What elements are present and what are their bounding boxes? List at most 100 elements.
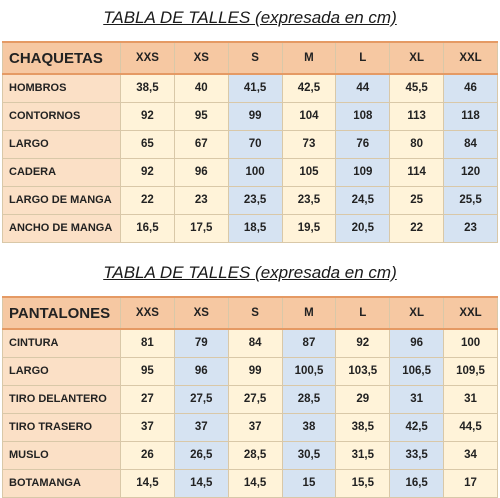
size-header: L: [335, 41, 391, 75]
row-label: LARGO: [2, 356, 121, 386]
table-cell: 81: [120, 328, 175, 358]
table-cell: 104: [281, 101, 337, 131]
table-row: CADERA 92 96 100 105 109 114 120: [2, 157, 498, 187]
table-cell: 103,5: [335, 356, 391, 386]
table-cell: 23: [173, 185, 229, 215]
table-row: ANCHO DE MANGA 16,5 17,5 18,5 19,5 20,5 …: [2, 213, 498, 243]
pants-header-row: PANTALONES XXS XS S M L XL XXL: [2, 296, 498, 330]
table-cell: 92: [335, 328, 391, 358]
size-header: XXS: [120, 296, 175, 330]
row-label: CONTORNOS: [2, 101, 121, 131]
table-cell: 16,5: [389, 468, 445, 498]
table-cell: 28,5: [281, 384, 337, 414]
table-row: BOTAMANGA 14,5 14,5 14,5 15 15,5 16,5 17: [2, 468, 498, 498]
jackets-title: TABLA DE TALLES (expresada en cm): [103, 8, 397, 27]
table-row: CONTORNOS 92 95 99 104 108 113 118: [2, 101, 498, 131]
table-cell: 18,5: [227, 213, 283, 243]
table-cell: 42,5: [281, 73, 337, 103]
size-header: L: [335, 296, 391, 330]
size-header: XXS: [120, 41, 175, 75]
table-cell: 95: [120, 356, 175, 386]
table-cell: 113: [389, 101, 445, 131]
table-row: TIRO TRASERO 37 37 37 38 38,5 42,5 44,5: [2, 412, 498, 442]
table-row: MUSLO 26 26,5 28,5 30,5 31,5 33,5 34: [2, 440, 498, 470]
table-cell: 31,5: [335, 440, 391, 470]
row-label: BOTAMANGA: [2, 468, 121, 498]
table-cell: 44,5: [443, 412, 498, 442]
table-cell: 27: [120, 384, 175, 414]
table-cell: 15,5: [335, 468, 391, 498]
pants-size-table: PANTALONES XXS XS S M L XL XXL CINTURA 8…: [2, 296, 498, 498]
table-cell: 14,5: [227, 468, 283, 498]
row-label: CINTURA: [2, 328, 121, 358]
table-cell: 31: [443, 384, 498, 414]
table-cell: 22: [389, 213, 445, 243]
table-cell: 92: [120, 101, 175, 131]
row-label: CADERA: [2, 157, 121, 187]
table-cell: 25: [389, 185, 445, 215]
table-cell: 26,5: [173, 440, 229, 470]
table-cell: 28,5: [227, 440, 283, 470]
table-cell: 108: [335, 101, 391, 131]
size-header: M: [281, 41, 337, 75]
table-row: HOMBROS 38,5 40 41,5 42,5 44 45,5 46: [2, 73, 498, 103]
size-header: XS: [173, 41, 229, 75]
table-cell: 24,5: [335, 185, 391, 215]
size-header: XS: [173, 296, 229, 330]
table-cell: 73: [281, 129, 337, 159]
table-cell: 38,5: [335, 412, 391, 442]
row-label: ANCHO DE MANGA: [2, 213, 121, 243]
table-cell: 70: [227, 129, 283, 159]
table-cell: 40: [173, 73, 229, 103]
size-header: XL: [389, 41, 445, 75]
size-header: XL: [389, 296, 445, 330]
table-cell: 76: [335, 129, 391, 159]
table-cell: 46: [443, 73, 498, 103]
table-cell: 41,5: [227, 73, 283, 103]
size-header: XXL: [443, 296, 498, 330]
table-cell: 105: [281, 157, 337, 187]
table-cell: 118: [443, 101, 498, 131]
table-cell: 29: [335, 384, 391, 414]
table-cell: 96: [173, 157, 229, 187]
table-cell: 109: [335, 157, 391, 187]
table-cell: 84: [227, 328, 283, 358]
size-header: M: [281, 296, 337, 330]
table-cell: 17: [443, 468, 498, 498]
table-cell: 15: [281, 468, 337, 498]
table-cell: 80: [389, 129, 445, 159]
table-cell: 96: [173, 356, 229, 386]
table-cell: 114: [389, 157, 445, 187]
table-row: CINTURA 81 79 84 87 92 96 100: [2, 328, 498, 358]
table-row: LARGO 65 67 70 73 76 80 84: [2, 129, 498, 159]
table-cell: 30,5: [281, 440, 337, 470]
table-cell: 106,5: [389, 356, 445, 386]
table-cell: 14,5: [120, 468, 175, 498]
table-row: LARGO 95 96 99 100,5 103,5 106,5 109,5: [2, 356, 498, 386]
table-cell: 25,5: [443, 185, 498, 215]
table-cell: 16,5: [120, 213, 175, 243]
table-cell: 95: [173, 101, 229, 131]
table-cell: 99: [227, 356, 283, 386]
table-cell: 96: [389, 328, 445, 358]
size-header: S: [227, 296, 283, 330]
table-cell: 14,5: [173, 468, 229, 498]
table-cell: 65: [120, 129, 175, 159]
pants-header-label: PANTALONES: [2, 296, 121, 330]
table-cell: 19,5: [281, 213, 337, 243]
table-cell: 100: [443, 328, 498, 358]
table-row: LARGO DE MANGA 22 23 23,5 23,5 24,5 25 2…: [2, 185, 498, 215]
table-cell: 45,5: [389, 73, 445, 103]
table-cell: 67: [173, 129, 229, 159]
table-cell: 31: [389, 384, 445, 414]
table-cell: 22: [120, 185, 175, 215]
table-cell: 100,5: [281, 356, 337, 386]
table-cell: 33,5: [389, 440, 445, 470]
table-cell: 87: [281, 328, 337, 358]
size-header: XXL: [443, 41, 498, 75]
jackets-header-row: CHAQUETAS XXS XS S M L XL XXL: [2, 41, 498, 75]
table-cell: 92: [120, 157, 175, 187]
row-label: TIRO DELANTERO: [2, 384, 121, 414]
row-label: LARGO DE MANGA: [2, 185, 121, 215]
table-cell: 26: [120, 440, 175, 470]
